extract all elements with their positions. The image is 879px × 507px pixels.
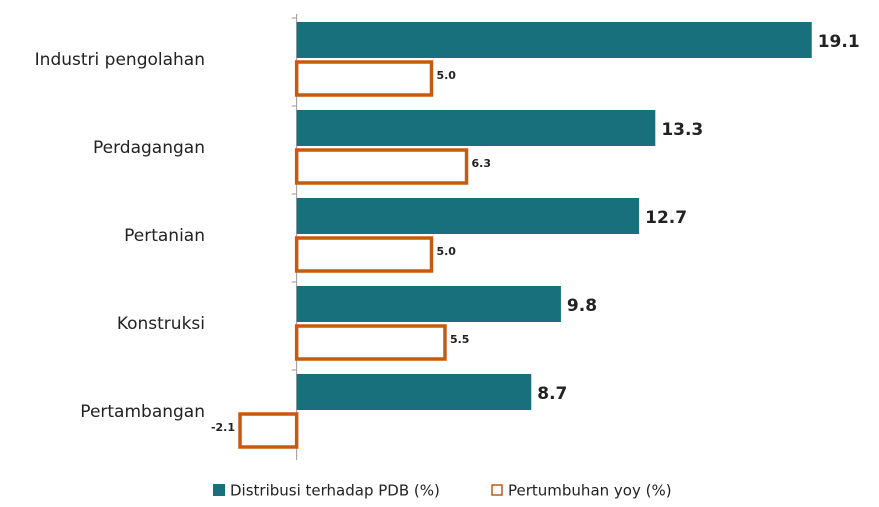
category-label: Industri pengolahan: [35, 50, 205, 70]
value-label: 5.0: [436, 245, 456, 258]
value-label: 6.3: [472, 157, 492, 170]
legend-label: Pertumbuhan yoy (%): [508, 482, 672, 500]
value-label: 9.8: [567, 296, 597, 316]
bar: [296, 110, 656, 146]
category-label: Pertambangan: [80, 402, 205, 422]
bar: [294, 324, 447, 361]
bar: [296, 198, 640, 234]
value-label: 5.5: [450, 333, 470, 346]
category-label: Perdagangan: [93, 138, 205, 158]
category-label: Konstruksi: [117, 314, 205, 334]
legend-swatch: [491, 484, 503, 496]
bar: [296, 286, 561, 322]
bar: [294, 148, 469, 185]
bar: [296, 374, 532, 410]
bar: [294, 60, 434, 97]
category-label: Pertanian: [124, 226, 205, 246]
value-label: 12.7: [645, 208, 687, 228]
bar: [294, 236, 434, 273]
bar: [238, 412, 299, 449]
value-label: -2.1: [211, 421, 235, 434]
value-label: 19.1: [818, 32, 860, 52]
legend-swatch: [213, 484, 225, 496]
value-label: 5.0: [436, 69, 456, 82]
legend-label: Distribusi terhadap PDB (%): [230, 482, 440, 500]
value-label: 13.3: [661, 120, 703, 140]
bar: [296, 22, 812, 58]
value-label: 8.7: [537, 384, 567, 404]
